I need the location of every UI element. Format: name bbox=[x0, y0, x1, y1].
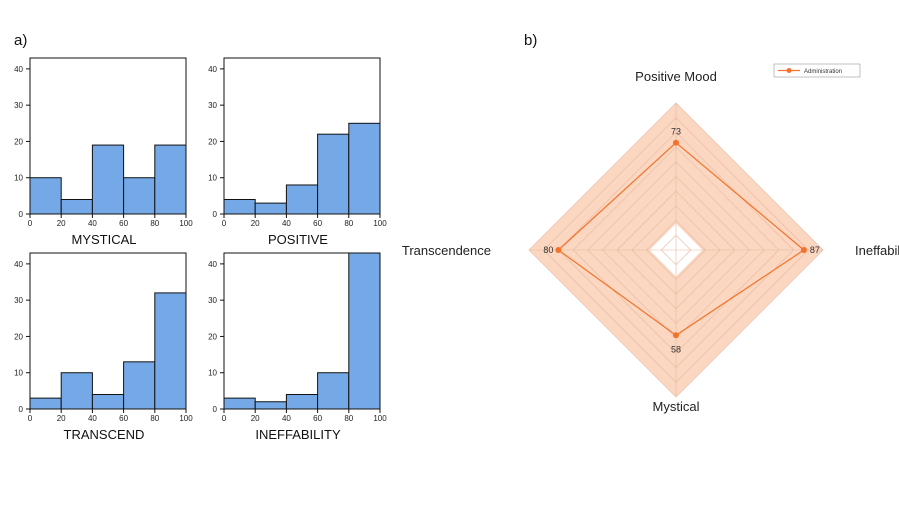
radar-axis-label: Transcendence bbox=[402, 243, 491, 258]
x-tick-label: 0 bbox=[222, 219, 227, 228]
radar-value-label: 80 bbox=[543, 245, 553, 255]
radar-chart: 73 87 58 80 Positive Mood Ineffability Mystica… bbox=[402, 69, 899, 414]
x-axis-label: POSITIVE bbox=[268, 232, 328, 247]
x-tick-label: 20 bbox=[57, 219, 66, 228]
legend-marker bbox=[786, 68, 792, 73]
x-tick-label: 100 bbox=[373, 414, 387, 423]
histogram-mystical: 0 10 20 30 40 0 20 40 60 80 100 MYSTICAL bbox=[14, 57, 193, 247]
x-tick-label: 80 bbox=[344, 219, 353, 228]
histogram-transcend: 0 10 20 30 40 0 20 40 60 80 100 TRANSCEND bbox=[14, 252, 193, 442]
x-tick-label: 60 bbox=[119, 414, 128, 423]
bar bbox=[123, 177, 156, 215]
x-tick-label: 0 bbox=[28, 414, 33, 423]
legend-box bbox=[773, 63, 861, 78]
y-tick-label: 30 bbox=[14, 101, 23, 110]
bar bbox=[254, 401, 287, 410]
radar-point bbox=[673, 332, 679, 339]
bar bbox=[317, 372, 350, 410]
y-tick-label: 40 bbox=[14, 65, 23, 74]
bar bbox=[223, 198, 256, 215]
x-tick-label: 20 bbox=[57, 414, 66, 423]
bar bbox=[91, 393, 125, 410]
x-tick-label: 100 bbox=[179, 219, 193, 228]
plot-frame bbox=[29, 57, 187, 215]
y-tick-label: 40 bbox=[208, 260, 217, 269]
x-tick-label: 60 bbox=[119, 219, 128, 228]
y-tick-label: 10 bbox=[208, 174, 217, 183]
x-tick-label: 80 bbox=[150, 414, 159, 423]
y-tick-label: 0 bbox=[213, 405, 218, 414]
y-tick-label: 40 bbox=[208, 65, 217, 74]
legend-label: Administration bbox=[804, 69, 842, 75]
radar-axis-label: Ineffability bbox=[855, 243, 899, 258]
x-tick-label: 80 bbox=[344, 414, 353, 423]
x-tick-label: 80 bbox=[150, 219, 159, 228]
bar bbox=[123, 361, 156, 410]
histogram-ineffability: 0 10 20 30 40 0 20 40 60 80 100 INEFFABILITY bbox=[208, 252, 387, 442]
x-axis-label: TRANSCEND bbox=[64, 427, 145, 442]
bar bbox=[223, 397, 256, 410]
bar bbox=[285, 184, 319, 215]
plot-frame bbox=[29, 252, 187, 410]
y-tick-label: 40 bbox=[14, 260, 23, 269]
x-tick-label: 100 bbox=[373, 219, 387, 228]
y-tick-label: 10 bbox=[14, 174, 23, 183]
bar bbox=[29, 397, 62, 410]
y-tick-label: 20 bbox=[14, 137, 23, 146]
bar bbox=[254, 202, 287, 215]
radar-point bbox=[555, 247, 562, 253]
x-tick-label: 60 bbox=[313, 219, 322, 228]
bar bbox=[29, 177, 62, 215]
y-tick-label: 30 bbox=[208, 101, 217, 110]
radar-point bbox=[800, 247, 807, 253]
radar-value-label: 87 bbox=[810, 245, 820, 255]
y-tick-label: 10 bbox=[208, 369, 217, 378]
bar bbox=[317, 133, 350, 215]
radar-value-label: 73 bbox=[671, 127, 681, 137]
panel-b-label: b) bbox=[524, 32, 537, 49]
y-tick-label: 30 bbox=[208, 296, 217, 305]
radar-legend: Administration bbox=[773, 63, 861, 78]
x-tick-label: 0 bbox=[28, 219, 33, 228]
radar-value-label: 58 bbox=[671, 344, 681, 354]
y-tick-label: 0 bbox=[19, 210, 24, 219]
x-tick-label: 20 bbox=[251, 414, 260, 423]
radar-axis-label: Positive Mood bbox=[635, 69, 717, 84]
bar bbox=[60, 198, 93, 215]
y-tick-label: 0 bbox=[213, 210, 218, 219]
y-tick-label: 0 bbox=[19, 405, 24, 414]
plot-frame bbox=[223, 252, 381, 410]
bar bbox=[154, 292, 187, 410]
plot-frame bbox=[223, 57, 381, 215]
bar bbox=[348, 122, 381, 215]
x-tick-label: 40 bbox=[282, 414, 291, 423]
x-tick-label: 40 bbox=[88, 414, 97, 423]
x-axis-label: MYSTICAL bbox=[71, 232, 136, 247]
x-tick-label: 60 bbox=[313, 414, 322, 423]
x-axis-label: INEFFABILITY bbox=[255, 427, 341, 442]
bar bbox=[285, 393, 319, 410]
y-tick-label: 20 bbox=[208, 137, 217, 146]
x-tick-label: 0 bbox=[222, 414, 227, 423]
radar-point bbox=[673, 139, 679, 146]
x-tick-label: 20 bbox=[251, 219, 260, 228]
bar bbox=[60, 372, 93, 410]
bar bbox=[91, 144, 125, 215]
x-tick-label: 40 bbox=[88, 219, 97, 228]
y-tick-label: 30 bbox=[14, 296, 23, 305]
y-tick-label: 10 bbox=[14, 369, 23, 378]
bar bbox=[348, 252, 381, 410]
radar-axis-label: Mystical bbox=[653, 399, 700, 414]
y-tick-label: 20 bbox=[14, 332, 23, 341]
x-tick-label: 40 bbox=[282, 219, 291, 228]
histogram-positive: 0 10 20 30 40 0 20 40 60 80 100 POSITIVE bbox=[208, 57, 387, 247]
x-tick-label: 100 bbox=[179, 414, 193, 423]
panel-a-label: a) bbox=[14, 32, 27, 49]
bar bbox=[154, 144, 187, 215]
y-tick-label: 20 bbox=[208, 332, 217, 341]
